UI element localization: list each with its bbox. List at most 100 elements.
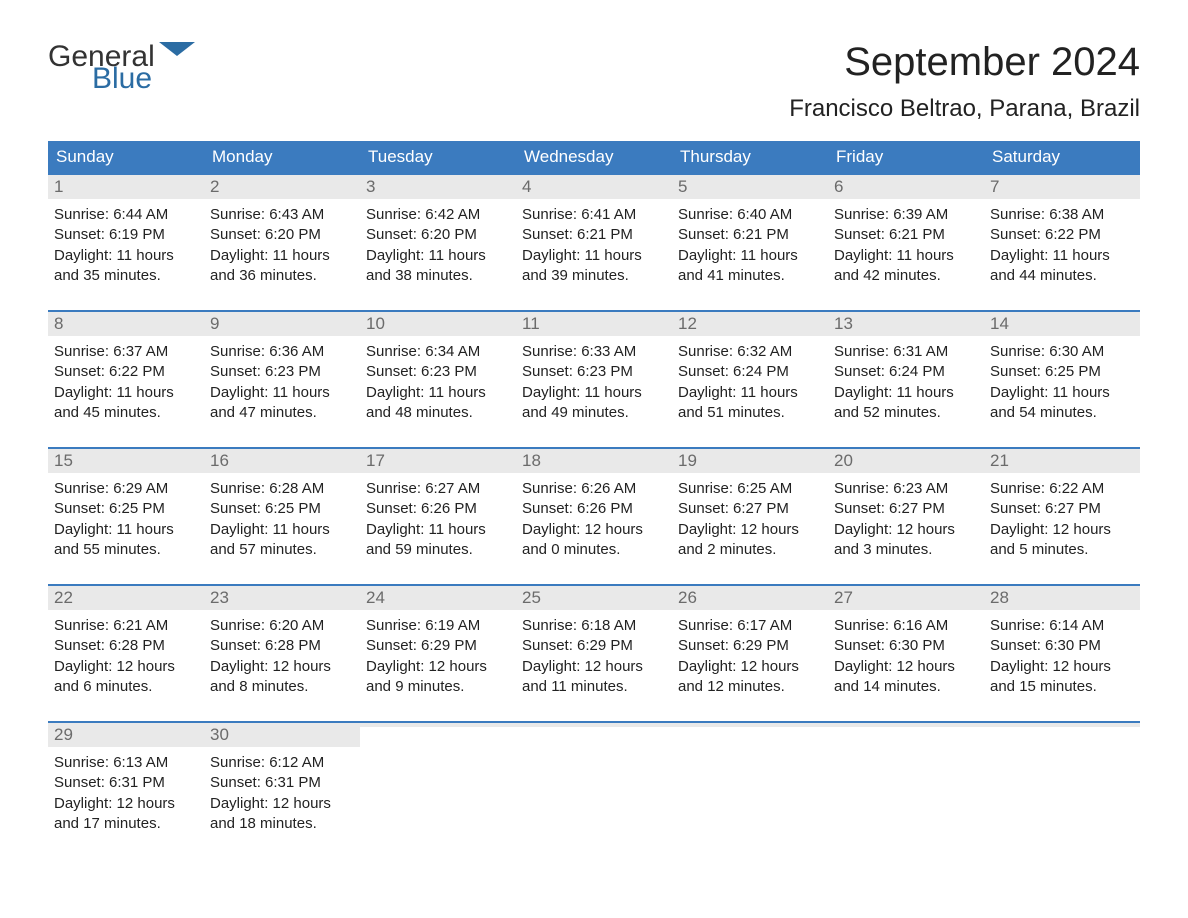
- sunrise-text: Sunrise: 6:29 AM: [54, 479, 198, 499]
- sunrise-text: Sunrise: 6:41 AM: [522, 205, 666, 225]
- day-body: Sunrise: 6:44 AMSunset: 6:19 PMDaylight:…: [48, 199, 204, 286]
- daylight-line2: and 45 minutes.: [54, 403, 198, 423]
- sunrise-text: Sunrise: 6:32 AM: [678, 342, 822, 362]
- day-number: 19: [672, 449, 828, 473]
- sunrise-text: Sunrise: 6:23 AM: [834, 479, 978, 499]
- calendar-cell: 14Sunrise: 6:30 AMSunset: 6:25 PMDayligh…: [984, 312, 1140, 423]
- day-body: Sunrise: 6:38 AMSunset: 6:22 PMDaylight:…: [984, 199, 1140, 286]
- daylight-line2: and 36 minutes.: [210, 266, 354, 286]
- daylight-line2: and 48 minutes.: [366, 403, 510, 423]
- day-body: Sunrise: 6:23 AMSunset: 6:27 PMDaylight:…: [828, 473, 984, 560]
- calendar-cell: 28Sunrise: 6:14 AMSunset: 6:30 PMDayligh…: [984, 586, 1140, 697]
- day-number: 24: [360, 586, 516, 610]
- daylight-line1: Daylight: 12 hours: [522, 520, 666, 540]
- day-number: [360, 723, 516, 727]
- sunset-text: Sunset: 6:27 PM: [834, 499, 978, 519]
- sunset-text: Sunset: 6:31 PM: [54, 773, 198, 793]
- sunrise-text: Sunrise: 6:16 AM: [834, 616, 978, 636]
- sunrise-text: Sunrise: 6:43 AM: [210, 205, 354, 225]
- daylight-line2: and 17 minutes.: [54, 814, 198, 834]
- calendar-cell: 20Sunrise: 6:23 AMSunset: 6:27 PMDayligh…: [828, 449, 984, 560]
- calendar-cell: 21Sunrise: 6:22 AMSunset: 6:27 PMDayligh…: [984, 449, 1140, 560]
- calendar-cell: 6Sunrise: 6:39 AMSunset: 6:21 PMDaylight…: [828, 175, 984, 286]
- daylight-line2: and 49 minutes.: [522, 403, 666, 423]
- day-number: 8: [48, 312, 204, 336]
- day-body: Sunrise: 6:29 AMSunset: 6:25 PMDaylight:…: [48, 473, 204, 560]
- calendar-cell: 29Sunrise: 6:13 AMSunset: 6:31 PMDayligh…: [48, 723, 204, 834]
- sunset-text: Sunset: 6:21 PM: [678, 225, 822, 245]
- sunrise-text: Sunrise: 6:21 AM: [54, 616, 198, 636]
- daylight-line2: and 57 minutes.: [210, 540, 354, 560]
- calendar-cell: 11Sunrise: 6:33 AMSunset: 6:23 PMDayligh…: [516, 312, 672, 423]
- daylight-line2: and 18 minutes.: [210, 814, 354, 834]
- calendar-cell: 9Sunrise: 6:36 AMSunset: 6:23 PMDaylight…: [204, 312, 360, 423]
- day-body: Sunrise: 6:26 AMSunset: 6:26 PMDaylight:…: [516, 473, 672, 560]
- sunrise-text: Sunrise: 6:25 AM: [678, 479, 822, 499]
- day-number: 17: [360, 449, 516, 473]
- daylight-line1: Daylight: 12 hours: [522, 657, 666, 677]
- calendar-week: 29Sunrise: 6:13 AMSunset: 6:31 PMDayligh…: [48, 721, 1140, 834]
- sunrise-text: Sunrise: 6:42 AM: [366, 205, 510, 225]
- daylight-line2: and 47 minutes.: [210, 403, 354, 423]
- daylight-line2: and 51 minutes.: [678, 403, 822, 423]
- brand-logo: General Blue: [48, 40, 197, 94]
- calendar-cell: 25Sunrise: 6:18 AMSunset: 6:29 PMDayligh…: [516, 586, 672, 697]
- sunset-text: Sunset: 6:27 PM: [678, 499, 822, 519]
- calendar-cell: 30Sunrise: 6:12 AMSunset: 6:31 PMDayligh…: [204, 723, 360, 834]
- day-number: 4: [516, 175, 672, 199]
- day-header: Monday: [204, 141, 360, 173]
- sunset-text: Sunset: 6:20 PM: [210, 225, 354, 245]
- sunset-text: Sunset: 6:31 PM: [210, 773, 354, 793]
- calendar-cell: 15Sunrise: 6:29 AMSunset: 6:25 PMDayligh…: [48, 449, 204, 560]
- day-number: 1: [48, 175, 204, 199]
- calendar-cell: [672, 723, 828, 834]
- calendar-cell: 12Sunrise: 6:32 AMSunset: 6:24 PMDayligh…: [672, 312, 828, 423]
- calendar-cell: 8Sunrise: 6:37 AMSunset: 6:22 PMDaylight…: [48, 312, 204, 423]
- daylight-line2: and 44 minutes.: [990, 266, 1134, 286]
- daylight-line1: Daylight: 11 hours: [678, 383, 822, 403]
- day-body: Sunrise: 6:31 AMSunset: 6:24 PMDaylight:…: [828, 336, 984, 423]
- calendar-cell: [828, 723, 984, 834]
- daylight-line1: Daylight: 11 hours: [834, 246, 978, 266]
- calendar-cell: 13Sunrise: 6:31 AMSunset: 6:24 PMDayligh…: [828, 312, 984, 423]
- daylight-line2: and 12 minutes.: [678, 677, 822, 697]
- sunrise-text: Sunrise: 6:39 AM: [834, 205, 978, 225]
- daylight-line2: and 11 minutes.: [522, 677, 666, 697]
- daylight-line1: Daylight: 11 hours: [834, 383, 978, 403]
- sunrise-text: Sunrise: 6:38 AM: [990, 205, 1134, 225]
- day-body: Sunrise: 6:13 AMSunset: 6:31 PMDaylight:…: [48, 747, 204, 834]
- daylight-line1: Daylight: 11 hours: [522, 383, 666, 403]
- sunset-text: Sunset: 6:29 PM: [678, 636, 822, 656]
- day-body: Sunrise: 6:33 AMSunset: 6:23 PMDaylight:…: [516, 336, 672, 423]
- day-number: [828, 723, 984, 727]
- daylight-line1: Daylight: 11 hours: [210, 520, 354, 540]
- daylight-line1: Daylight: 12 hours: [834, 520, 978, 540]
- sunrise-text: Sunrise: 6:19 AM: [366, 616, 510, 636]
- daylight-line2: and 15 minutes.: [990, 677, 1134, 697]
- daylight-line2: and 55 minutes.: [54, 540, 198, 560]
- day-body: Sunrise: 6:16 AMSunset: 6:30 PMDaylight:…: [828, 610, 984, 697]
- sunrise-text: Sunrise: 6:26 AM: [522, 479, 666, 499]
- sunset-text: Sunset: 6:24 PM: [678, 362, 822, 382]
- day-number: 6: [828, 175, 984, 199]
- page-header: General Blue September 2024 Francisco Be…: [48, 40, 1140, 139]
- calendar-cell: 1Sunrise: 6:44 AMSunset: 6:19 PMDaylight…: [48, 175, 204, 286]
- day-body: Sunrise: 6:28 AMSunset: 6:25 PMDaylight:…: [204, 473, 360, 560]
- day-number: 23: [204, 586, 360, 610]
- day-header: Thursday: [672, 141, 828, 173]
- sunset-text: Sunset: 6:25 PM: [990, 362, 1134, 382]
- daylight-line2: and 9 minutes.: [366, 677, 510, 697]
- day-body: Sunrise: 6:34 AMSunset: 6:23 PMDaylight:…: [360, 336, 516, 423]
- sunset-text: Sunset: 6:27 PM: [990, 499, 1134, 519]
- calendar-week: 8Sunrise: 6:37 AMSunset: 6:22 PMDaylight…: [48, 310, 1140, 423]
- sunrise-text: Sunrise: 6:27 AM: [366, 479, 510, 499]
- daylight-line1: Daylight: 11 hours: [366, 383, 510, 403]
- day-number: 15: [48, 449, 204, 473]
- sunset-text: Sunset: 6:23 PM: [366, 362, 510, 382]
- day-body: Sunrise: 6:42 AMSunset: 6:20 PMDaylight:…: [360, 199, 516, 286]
- daylight-line1: Daylight: 12 hours: [834, 657, 978, 677]
- day-body: Sunrise: 6:37 AMSunset: 6:22 PMDaylight:…: [48, 336, 204, 423]
- calendar-cell: 26Sunrise: 6:17 AMSunset: 6:29 PMDayligh…: [672, 586, 828, 697]
- daylight-line2: and 38 minutes.: [366, 266, 510, 286]
- calendar-cell: 19Sunrise: 6:25 AMSunset: 6:27 PMDayligh…: [672, 449, 828, 560]
